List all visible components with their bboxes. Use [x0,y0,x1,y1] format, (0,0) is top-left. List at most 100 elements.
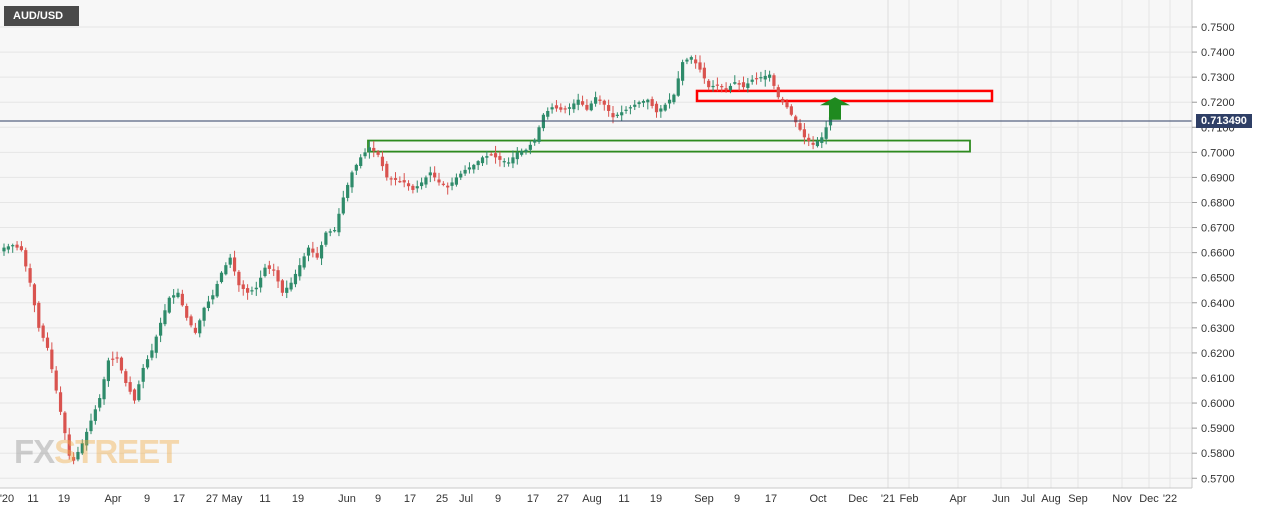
candle-body [324,232,328,245]
x-tick-label: Dec [1139,493,1159,505]
candle-body [811,142,815,145]
candle-body [598,99,602,101]
y-tick-label: 0.5900 [1201,423,1235,435]
arrow-group [820,97,850,120]
candle-body [363,152,367,157]
candle-body [450,182,454,186]
candle-body [737,83,741,85]
candle-body [467,167,472,170]
y-tick-label: 0.6300 [1201,323,1235,335]
x-tick-label: Feb [900,493,919,505]
candle-body [485,156,489,158]
candle-body [280,280,284,293]
candle-body [428,172,432,176]
candle-body [654,103,659,113]
plot-background [0,0,1192,488]
candle-body [272,269,276,271]
candle-body [685,59,689,62]
axis-background-right [1192,0,1269,512]
fxstreet-logo: FXSTREET [14,433,179,471]
candle-body [681,62,685,81]
candle-body [367,147,371,152]
candle-body [441,183,445,185]
x-tick-label: Sep [1068,493,1088,505]
candle-body [289,282,293,290]
x-tick-label: 9 [495,493,501,505]
candle-body [672,94,676,103]
candle-body [250,290,254,292]
candle-body [63,412,67,434]
candle-body [6,246,10,250]
candle-body [98,398,102,408]
y-tick-label: 0.6800 [1201,197,1235,209]
candle-body [333,230,337,232]
candle-body [633,104,637,107]
candle-body [415,186,419,189]
candle-body [302,256,306,268]
candle-body [528,144,532,150]
candle-body [615,114,619,116]
x-tick-label: '22 [1163,493,1177,505]
symbol-title: AUD/USD [4,6,80,26]
y-tick-label: 0.6500 [1201,273,1235,285]
candle-body [11,245,15,247]
candle-body [550,107,554,110]
candle-body [772,75,776,86]
x-tick-label: 9 [375,493,381,505]
x-tick-label: Oct [809,493,826,505]
candle-body [472,164,476,170]
candle-body [750,79,754,82]
candle-body [241,284,245,289]
candle-body [72,457,76,461]
candle-body [754,78,759,80]
candle-body [720,86,724,88]
candle-body [93,409,97,421]
candle-body [507,162,511,164]
grid [0,0,1192,488]
x-tick-label: Jun [338,493,356,505]
candle-body [807,137,811,142]
candle-body [815,141,820,147]
candle-body [128,382,132,392]
candle-body [589,103,593,111]
x-tick-label: 25 [436,493,448,505]
candle-body [219,272,224,283]
candle-body [354,164,358,171]
candle-body [437,179,441,183]
candle-body [567,107,572,109]
x-tick-label: 19 [292,493,304,505]
y-tick-label: 0.7000 [1201,147,1235,159]
candle-body [433,172,437,178]
candle-body [559,107,563,110]
candle-body [28,268,32,283]
candle-body [141,367,145,382]
candle-body [785,102,789,108]
candle-body [159,322,163,336]
y-tick-label: 0.7200 [1201,97,1235,109]
candle-body [420,182,424,187]
candle-body [611,113,615,118]
candle-body [546,110,550,117]
candle-body [246,288,250,293]
candle-body [328,231,332,233]
x-tick-label: 19 [58,493,70,505]
candle-body [667,99,672,104]
candle-body [694,59,698,64]
x-tick-label: 11 [259,493,270,505]
candle-body [602,100,606,105]
candle-body [733,82,737,84]
x-tick-label: 17 [173,493,185,505]
y-tick-label: 0.6400 [1201,298,1235,310]
candle-body [319,245,324,259]
x-tick-label: 27 [206,493,218,505]
candle-body [794,116,798,123]
candle-body [411,185,415,190]
candle-body [132,389,137,401]
logo-part-fx: FX [14,433,55,470]
candle-body [663,104,667,111]
x-tick-label: 17 [527,493,539,505]
candle-body [259,277,263,288]
candle-body [206,301,211,309]
candle-body [781,98,785,103]
